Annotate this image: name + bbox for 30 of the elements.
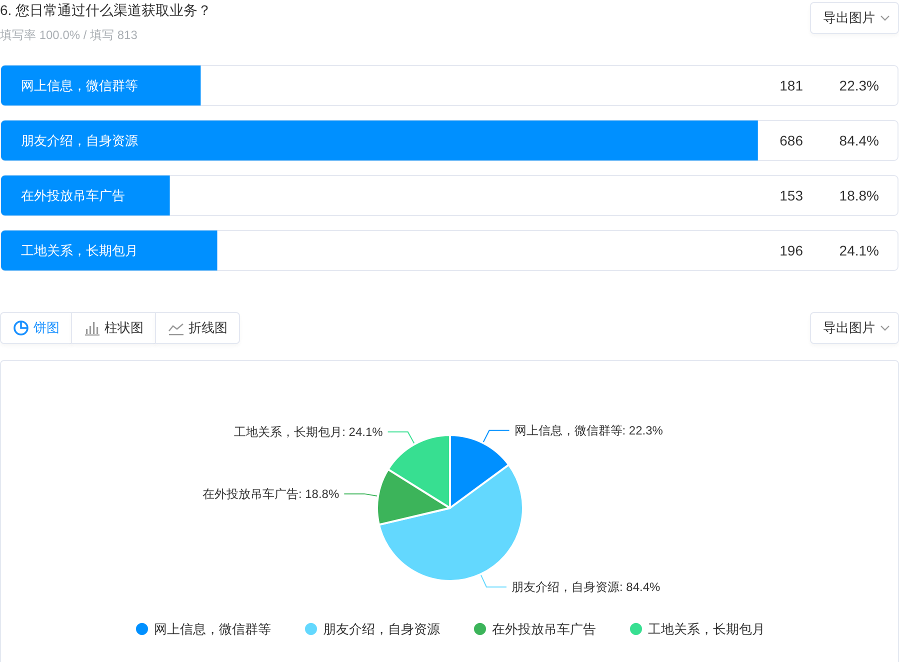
- data-label: 153: [780, 188, 804, 204]
- export-button: 导出图片: [810, 2, 899, 34]
- y-tick-label: 网上信息，微信群等: [21, 78, 138, 93]
- bar: [1, 66, 201, 106]
- legend-label: 在外投放吊车广告: [492, 622, 596, 636]
- bar: [1, 176, 170, 216]
- chart-type-tab: 饼图: [0, 312, 72, 344]
- bar: [1, 230, 218, 270]
- data-label: 在外投放吊车广告: 18.8%: [202, 486, 340, 501]
- annotation: 84.4%: [839, 132, 879, 148]
- annotation: 18.8%: [839, 188, 879, 204]
- data-label: 181: [780, 78, 804, 94]
- legend-label: 工地关系，长期包月: [648, 622, 765, 636]
- chart-type-tab: 柱状图: [71, 312, 156, 344]
- legend-label: 网上信息，微信群等: [154, 622, 271, 636]
- data-label: 网上信息，微信群等: 22.3%: [514, 423, 664, 438]
- annotation: 24.1%: [839, 242, 879, 258]
- data-label: 196: [780, 242, 804, 258]
- data-label: 朋友介绍，自身资源: 84.4%: [511, 580, 660, 594]
- y-tick-label: 工地关系，长期包月: [21, 243, 138, 258]
- chart-title: 6. 您日常通过什么渠道获取业务？: [0, 2, 212, 18]
- chart-type-tab: 折线图: [155, 312, 240, 344]
- legend-label: 朋友介绍，自身资源: [323, 622, 440, 636]
- y-tick-label: 在外投放吊车广告: [21, 188, 125, 203]
- y-tick-label: 朋友介绍，自身资源: [21, 133, 138, 148]
- data-label: 工地关系，长期包月: 24.1%: [234, 424, 384, 439]
- data-label: 686: [780, 132, 804, 148]
- annotation: 22.3%: [839, 78, 879, 94]
- chart-subtitle: 填写率 100.0% / 填写 813: [0, 28, 138, 42]
- export-button: 导出图片: [810, 312, 899, 344]
